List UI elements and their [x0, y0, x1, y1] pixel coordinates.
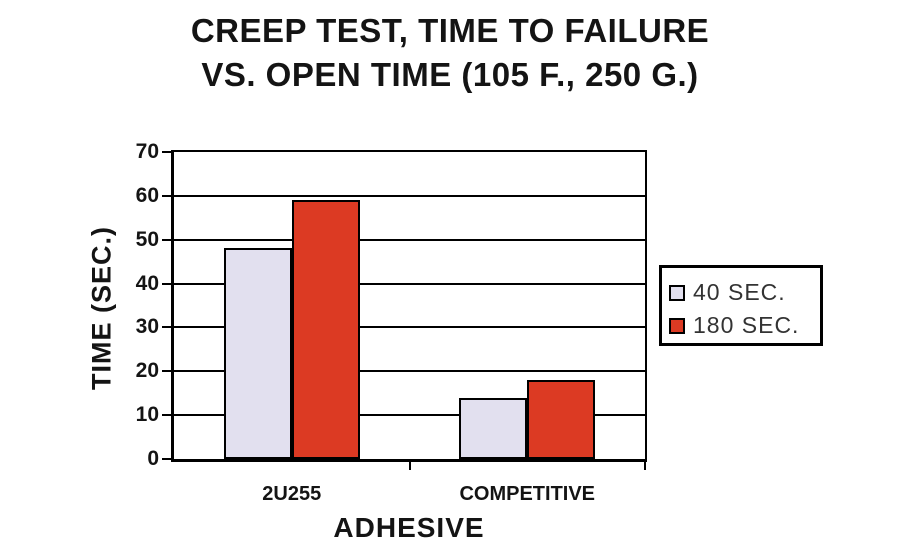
y-tick-label-50: 50 [135, 227, 159, 251]
gridline-40 [174, 282, 645, 285]
y-tick-mark-30 [162, 326, 171, 329]
legend-swatch-icon [669, 284, 685, 301]
y-tick-label-30: 30 [135, 315, 159, 339]
y-tick-label-10: 10 [135, 403, 159, 427]
bar-2u255-180sec [291, 200, 360, 459]
gridline-20 [174, 370, 645, 373]
y-tick-label-70: 70 [135, 140, 159, 163]
chart-title-line1: CREEP TEST, TIME TO FAILURE [190, 12, 710, 49]
y-tick-label-0: 0 [147, 447, 159, 470]
y-tick-mark-70 [162, 151, 171, 153]
legend-label: 40 SEC. [693, 279, 786, 305]
y-tick-label-20: 20 [135, 359, 159, 383]
bar-competitive-180sec [527, 380, 596, 459]
gridline-10 [174, 414, 645, 417]
chart-title-line2: VS. OPEN TIME (105 F., 250 G.) [201, 56, 699, 93]
plot-area [171, 150, 647, 462]
legend-item: 180 SEC. [669, 309, 816, 342]
y-tick-label-40: 40 [135, 271, 159, 295]
gridline-60 [174, 194, 645, 197]
x-axis-title: ADHESIVE [333, 512, 485, 543]
x-tick-mark-1 [408, 462, 411, 470]
gridline-30 [174, 326, 645, 329]
legend-label: 180 SEC. [693, 312, 800, 338]
bar-competitive-40sec [459, 398, 528, 459]
y-tick-label-60: 60 [135, 183, 159, 207]
bar-2u255-40sec [223, 248, 292, 459]
x-tick-mark-2 [644, 462, 646, 470]
y-tick-mark-50 [162, 238, 171, 241]
legend: 40 SEC. 180 SEC. [659, 265, 823, 346]
y-tick-mark-20 [162, 370, 171, 373]
category-label-2u255: 2U255 [262, 483, 322, 505]
gridline-50 [174, 238, 645, 241]
legend-swatch-icon [669, 317, 685, 334]
category-label-competitive: COMPETITIVE [459, 483, 596, 505]
y-tick-mark-40 [162, 282, 171, 285]
y-tick-mark-10 [162, 414, 171, 417]
y-tick-mark-0 [162, 458, 171, 460]
legend-item: 40 SEC. [669, 276, 816, 309]
y-tick-mark-60 [162, 194, 171, 197]
